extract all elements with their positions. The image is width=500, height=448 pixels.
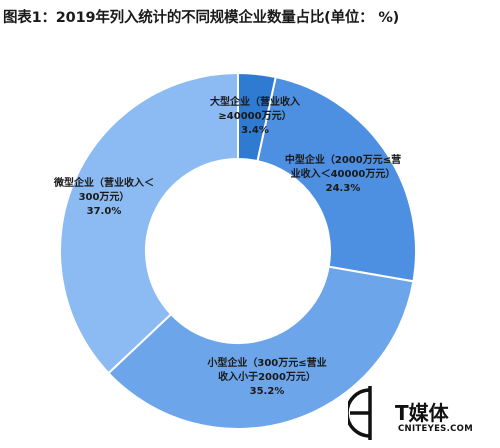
donut-slice-2 xyxy=(256,75,417,283)
slice-label-4-line-1: 微型企业（营业收入＜ xyxy=(53,176,154,189)
slice-label-3-line-1: 小型企业（300万元≤营业 xyxy=(206,356,326,369)
slice-label-1-line-2: ≥40000万元） xyxy=(218,109,291,122)
slice-label-1-line-1: 大型企业（营业收入 xyxy=(210,95,300,108)
donut-slice-4 xyxy=(59,71,239,375)
chart-title: 图表1：2019年列入统计的不同规模企业数量占比(单位： %) xyxy=(3,10,400,26)
brand-name: T媒体 xyxy=(395,401,449,425)
brand-url: CNITEYES.COM xyxy=(398,424,473,434)
slice-value-1: 3.4% xyxy=(241,125,269,136)
donut-slice-3 xyxy=(107,265,415,430)
brand-logo-icon xyxy=(345,386,372,440)
slice-label-2-line-2: 业收入＜40000万元） xyxy=(291,167,396,180)
slice-label-3-line-2: 收入小于2000万元） xyxy=(218,370,316,383)
slice-value-4: 37.0% xyxy=(87,206,122,217)
slice-label-2-line-1: 中型企业（2000万元≤营 xyxy=(285,153,401,166)
slice-value-3: 35.2% xyxy=(250,386,285,397)
brand-watermark xyxy=(345,384,498,442)
slice-value-2: 24.3% xyxy=(326,183,361,194)
slice-label-4-line-2: 300万元） xyxy=(79,190,130,203)
